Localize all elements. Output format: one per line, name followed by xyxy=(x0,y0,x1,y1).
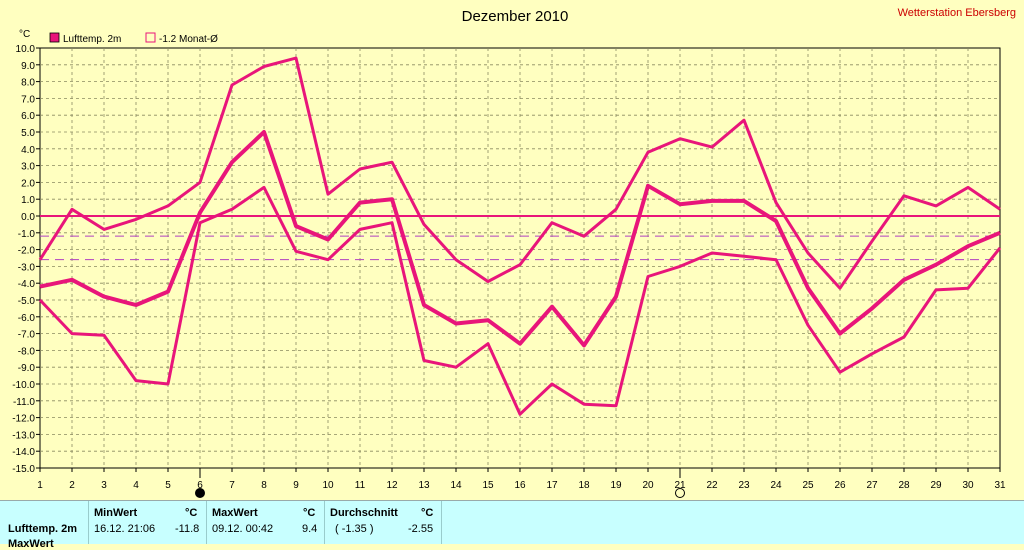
x-tick-label: 4 xyxy=(133,480,139,491)
x-tick-label: 21 xyxy=(674,480,686,491)
x-tick-label: 19 xyxy=(610,480,622,491)
max-unit: °C xyxy=(303,507,316,519)
x-tick-label: 7 xyxy=(229,480,235,491)
y-tick-label: -9.0 xyxy=(18,363,36,374)
x-tick-label: 29 xyxy=(930,480,942,491)
y-tick-label: -10.0 xyxy=(12,380,35,391)
avg-header: Durchschnitt xyxy=(330,507,398,519)
x-tick-label: 12 xyxy=(386,480,398,491)
x-tick-label: 5 xyxy=(165,480,171,491)
y-tick-label: 4.0 xyxy=(21,145,35,156)
x-tick-label: 25 xyxy=(802,480,814,491)
series-line-max xyxy=(38,56,1001,290)
y-axis-unit: °C xyxy=(19,29,30,40)
y-tick-labels: 10.0 9.0 8.0 7.0 6.0 5.0 4.0 3.0 2.0 1.0 0.0 -1.0 -2… xyxy=(12,44,40,475)
full-moon-icon xyxy=(195,488,205,498)
y-tick-label: -7.0 xyxy=(18,330,36,341)
legend: Lufttemp. 2m -1.2 Monat-Ø xyxy=(49,32,218,45)
legend-swatch-monat xyxy=(145,32,156,43)
y-tick-label: 6.0 xyxy=(21,111,35,122)
y-tick-label: 2.0 xyxy=(21,178,35,189)
avg-unit: °C xyxy=(421,507,434,519)
legend-swatch-lufttemp xyxy=(49,32,60,43)
stats-avg-column: Durchschnitt °C ( -1.35 ) -2.55 xyxy=(325,501,442,544)
x-tick-label: 14 xyxy=(450,480,462,491)
series-line-min xyxy=(38,185,1002,416)
x-tick-label: 1 xyxy=(37,480,43,491)
new-moon-icon xyxy=(675,488,685,498)
max-value: 9.4 xyxy=(302,523,318,535)
max-header: MaxWert xyxy=(212,507,258,519)
y-tick-label: -8.0 xyxy=(18,346,36,357)
y-tick-label: -2.0 xyxy=(18,246,36,257)
y-tick-label: -6.0 xyxy=(18,313,36,324)
series-lines xyxy=(38,56,1002,416)
max-time: 09.12. 00:42 xyxy=(212,523,274,535)
avg-note: ( -1.35 ) xyxy=(335,523,374,535)
y-tick-label: -4.0 xyxy=(18,279,36,290)
series-line-mittel xyxy=(39,130,1001,348)
x-tick-label: 30 xyxy=(962,480,974,491)
x-tick-label: 20 xyxy=(642,480,654,491)
x-tick-label: 6 xyxy=(197,480,203,491)
x-tick-label: 22 xyxy=(706,480,718,491)
y-tick-label: 1.0 xyxy=(21,195,35,206)
x-tick-label: 27 xyxy=(866,480,878,491)
y-tick-label: -3.0 xyxy=(18,262,36,273)
legend-label-lufttemp: Lufttemp. 2m xyxy=(63,34,121,45)
y-tick-label: 9.0 xyxy=(21,61,35,72)
y-tick-label: 0.0 xyxy=(21,212,35,223)
x-tick-label: 2 xyxy=(69,480,75,491)
stats-row-label-2: MaxWert xyxy=(8,538,54,550)
x-tick-label: 9 xyxy=(293,480,299,491)
y-tick-label: -14.0 xyxy=(12,447,35,458)
x-tick-label: 18 xyxy=(578,480,590,491)
grid-lines xyxy=(40,48,1000,468)
avg-value: -2.55 xyxy=(408,523,434,535)
y-tick-label: 8.0 xyxy=(21,78,35,89)
stats-row-label: Lufttemp. 2m xyxy=(8,523,78,535)
y-tick-label: -1.0 xyxy=(18,229,36,240)
legend-label-monat: -1.2 Monat-Ø xyxy=(159,34,218,45)
y-tick-label: -15.0 xyxy=(12,464,35,475)
statistics-panel: Lufttemp. 2m MaxWert MinWert °C 16.12. 2… xyxy=(0,500,1024,550)
x-tick-label: 24 xyxy=(770,480,782,491)
y-tick-label: -5.0 xyxy=(18,296,36,307)
min-header: MinWert xyxy=(94,507,138,519)
x-tick-label: 13 xyxy=(418,480,430,491)
y-tick-label: 10.0 xyxy=(16,44,36,55)
x-tick-label: 10 xyxy=(322,480,334,491)
stats-min-column: MinWert °C 16.12. 21:06 -11.8 xyxy=(89,501,207,544)
x-tick-label: 17 xyxy=(546,480,558,491)
x-tick-label: 15 xyxy=(482,480,494,491)
x-tick-label: 11 xyxy=(355,480,366,491)
y-tick-label: 3.0 xyxy=(21,162,35,173)
x-tick-label: 8 xyxy=(261,480,267,491)
y-tick-label: -11.0 xyxy=(13,397,35,408)
moon-markers xyxy=(195,468,685,498)
y-tick-label: -13.0 xyxy=(12,430,35,441)
station-name: Wetterstation Ebersberg xyxy=(898,7,1016,19)
x-tick-label: 23 xyxy=(738,480,750,491)
x-tick-label: 26 xyxy=(834,480,846,491)
min-value: -11.8 xyxy=(175,523,200,535)
chart-title: Dezember 2010 xyxy=(462,8,569,25)
min-unit: °C xyxy=(185,507,198,519)
stats-label-column: Lufttemp. 2m MaxWert xyxy=(0,501,89,550)
x-tick-label: 16 xyxy=(514,480,526,491)
min-time: 16.12. 21:06 xyxy=(94,523,156,535)
y-tick-label: -12.0 xyxy=(12,414,35,425)
x-tick-label: 28 xyxy=(898,480,910,491)
temperature-chart: Dezember 2010 Wetterstation Ebersberg °C… xyxy=(12,7,1016,498)
y-tick-label: 5.0 xyxy=(21,128,35,139)
y-tick-label: 7.0 xyxy=(21,94,35,105)
x-tick-label: 3 xyxy=(101,480,107,491)
stats-max-column: MaxWert °C 09.12. 00:42 9.4 xyxy=(207,501,325,544)
x-tick-label: 31 xyxy=(994,480,1006,491)
x-tick-labels: 1 2 3 4 5 6 7 8 9 10 11 12 13 14 15 16 17 18 19 20 21 22 23 24 2… xyxy=(37,468,1006,491)
